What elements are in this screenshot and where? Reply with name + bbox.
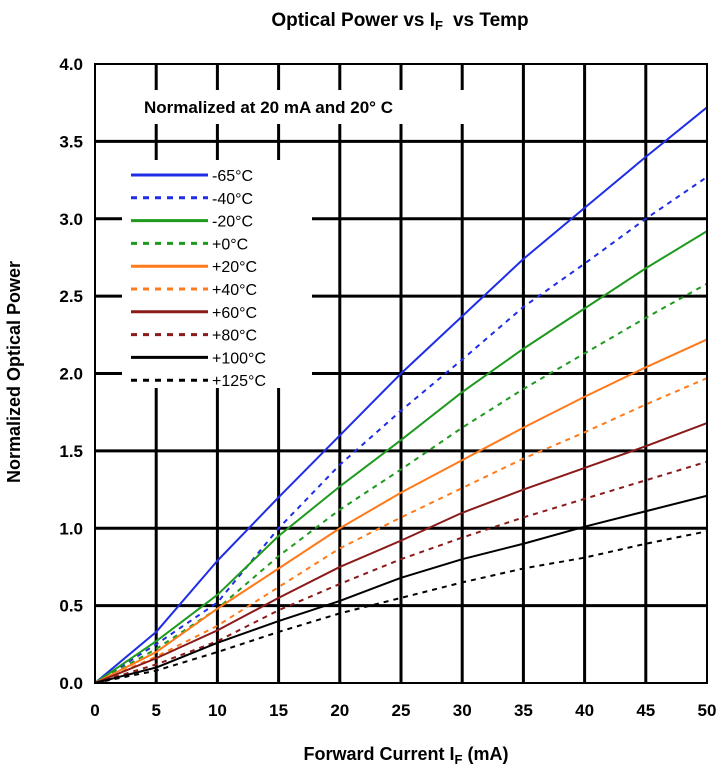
series-line bbox=[94, 176, 708, 684]
legend-label: +125°C bbox=[212, 373, 266, 390]
x-tick-label: 15 bbox=[269, 701, 288, 720]
series-line bbox=[94, 282, 708, 684]
normalization-note: Normalized at 20 mA and 20° C bbox=[144, 98, 393, 117]
x-tick-label: 50 bbox=[698, 701, 717, 720]
x-tick-label: 30 bbox=[453, 701, 472, 720]
y-tick-label: 0.5 bbox=[59, 597, 83, 616]
series-group bbox=[94, 106, 708, 684]
legend-label: +100°C bbox=[212, 350, 266, 367]
series-line bbox=[94, 230, 708, 684]
series-line bbox=[94, 494, 708, 684]
y-tick-label: 1.0 bbox=[59, 519, 83, 538]
annotation-box bbox=[130, 90, 490, 124]
legend-label: -40°C bbox=[212, 191, 253, 208]
y-tick-label: 2.5 bbox=[59, 287, 83, 306]
series-line bbox=[94, 338, 708, 684]
series-line bbox=[94, 106, 708, 684]
x-tick-label: 25 bbox=[392, 701, 411, 720]
y-tick-label: 3.0 bbox=[59, 210, 83, 229]
legend-background bbox=[122, 160, 312, 388]
y-tick-labels: 0.0 0.5 1.0 1.5 2.0 2.5 3.0 3.5 4.0 bbox=[59, 55, 83, 693]
y-tick-label: 1.5 bbox=[59, 442, 83, 461]
x-tick-label: 40 bbox=[575, 701, 594, 720]
legend-label: +0°C bbox=[212, 236, 248, 253]
legend-label: +40°C bbox=[212, 282, 257, 299]
x-tick-label: 20 bbox=[330, 701, 349, 720]
y-tick-label: 3.5 bbox=[59, 132, 83, 151]
chart-title: Optical Power vs IF vs Temp bbox=[271, 10, 528, 33]
plot-frame bbox=[94, 63, 708, 684]
series-line bbox=[94, 422, 708, 684]
y-tick-label: 0.0 bbox=[59, 674, 83, 693]
legend: -65°C -40°C -20°C +0°C +20°C +40°C +60°C +80°C +… bbox=[131, 168, 266, 390]
x-tick-label: 0 bbox=[90, 701, 99, 720]
x-tick-label: 45 bbox=[636, 701, 655, 720]
legend-label: +20°C bbox=[212, 259, 257, 276]
x-axis-label: Forward Current IF (mA) bbox=[304, 744, 509, 767]
series-line bbox=[94, 377, 708, 684]
y-tick-label: 4.0 bbox=[59, 55, 83, 74]
legend-label: +60°C bbox=[212, 305, 257, 322]
legend-label: -65°C bbox=[212, 168, 253, 185]
x-tick-label: 35 bbox=[514, 701, 533, 720]
x-tick-labels: 0 5 10 15 20 25 30 35 40 45 50 bbox=[90, 701, 716, 720]
legend-label: +80°C bbox=[212, 328, 257, 345]
series-line bbox=[94, 460, 708, 684]
y-axis-label: Normalized Optical Power bbox=[4, 261, 24, 483]
x-tick-label: 5 bbox=[151, 701, 160, 720]
legend-label: -20°C bbox=[212, 214, 253, 231]
x-tick-label: 10 bbox=[208, 701, 227, 720]
y-tick-label: 2.0 bbox=[59, 365, 83, 384]
